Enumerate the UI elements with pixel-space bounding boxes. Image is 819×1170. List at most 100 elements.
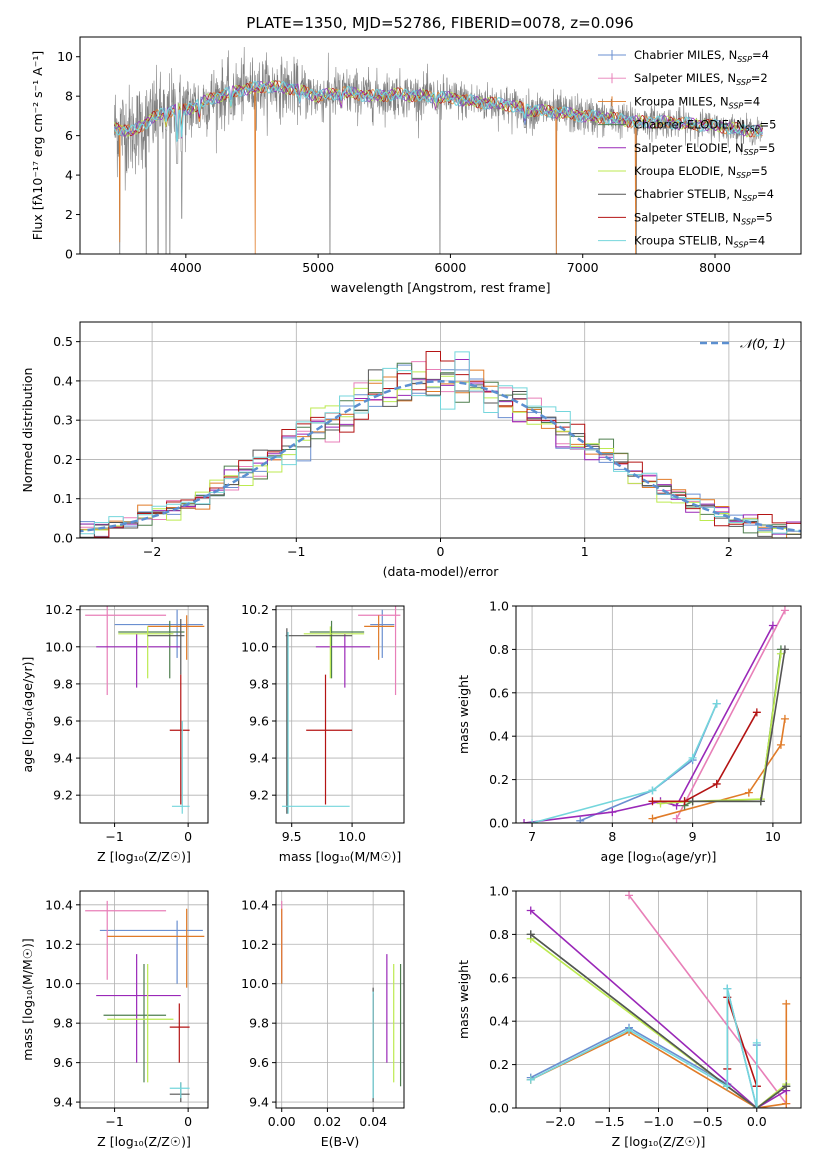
mass-weight-vs-Z-panel: −2.0 −1.5 −1.0 −0.5 0.0 0.0 0.2 0.4 0.6 0.8 1.0 Z […: [456, 884, 802, 1149]
series-point: [648, 786, 657, 795]
y-tick-label: 10.0: [241, 976, 269, 991]
x-tick-label: −1: [287, 544, 305, 559]
series-point: [520, 819, 529, 823]
mass-weight-series: [628, 894, 787, 1105]
x-tick-label: −1.5: [594, 1114, 624, 1129]
axes-frame: [515, 605, 802, 824]
mass-vs-Z-panel: −1 0 9.4 9.6 9.8 10.0 10.2 10.4 Z [log₁₀(Z/Z☉)] m…: [20, 890, 209, 1149]
series-point: [756, 797, 765, 806]
series-point: [776, 740, 785, 749]
y-tick-label: 0.2: [53, 452, 73, 467]
x-tick-label: 6000: [435, 260, 467, 275]
mass-weight-series: [684, 649, 782, 807]
legend-label: Salpeter ELODIE, NSSP=5: [634, 141, 775, 157]
y-tick-label: 9.6: [53, 713, 73, 728]
x-tick-label: 7: [528, 829, 536, 844]
legend-label: Salpeter MILES, NSSP=2: [634, 71, 768, 87]
plot-area: [282, 606, 401, 814]
x-axis-label: (data-model)/error: [383, 564, 500, 579]
x-tick-label: 0.04: [359, 1114, 387, 1129]
y-tick-label: 8: [65, 89, 73, 104]
series-point: [780, 714, 789, 723]
plot-area: [526, 891, 791, 1108]
y-tick-label: 10.4: [45, 897, 73, 912]
y-tick-label: 9.2: [53, 788, 73, 803]
mass-weight-series: [660, 653, 782, 805]
axes-frame: [79, 36, 802, 255]
y-tick-label: 0.4: [489, 729, 509, 744]
plot-area: [281, 900, 402, 1103]
y-axis-label: age [log₁₀(age/yr)]: [20, 657, 35, 773]
residual-histogram: [80, 351, 801, 538]
y-tick-label: 9.2: [249, 788, 269, 803]
series-point: [752, 1104, 761, 1108]
x-tick-label: 0.0: [747, 1114, 767, 1129]
x-tick-label: −2: [143, 544, 161, 559]
series-point: [672, 814, 681, 823]
x-axis-label: mass [log₁₀(M/M☉)]: [279, 849, 401, 864]
y-tick-label: 9.8: [53, 676, 73, 691]
y-tick-label: 0.0: [489, 816, 509, 831]
series-point: [648, 797, 657, 806]
y-tick-label: 10.2: [45, 602, 73, 617]
series-point: [723, 984, 732, 993]
mass-weight-series: [530, 933, 787, 1108]
y-tick-label: 9.6: [249, 1055, 269, 1070]
series-point: [526, 1075, 535, 1084]
y-tick-label: 10.0: [241, 639, 269, 654]
x-tick-label: 2: [725, 544, 733, 559]
series-point: [712, 779, 721, 788]
series-point: [528, 819, 537, 823]
model-spectrum: [114, 80, 763, 254]
series-point: [782, 1082, 791, 1091]
y-tick-label: 9.4: [53, 751, 73, 766]
model-spectrum: [114, 80, 763, 138]
x-tick-label: 5000: [302, 260, 334, 275]
spectrum-plot-area: [113, 46, 763, 254]
normal-curve: [80, 380, 801, 533]
y-tick-label: 9.6: [53, 1055, 73, 1070]
legend-label: Kroupa ELODIE, NSSP=5: [634, 164, 768, 180]
series-point: [752, 1038, 761, 1047]
plot-area: [85, 606, 205, 814]
series-point: [680, 797, 689, 806]
y-tick-label: 9.4: [249, 1095, 269, 1110]
y-tick-label: 2: [65, 207, 73, 222]
series-point: [688, 753, 697, 762]
mass-weight-series: [530, 1003, 788, 1108]
series-point: [625, 1025, 634, 1034]
x-tick-label: −1: [105, 829, 123, 844]
mass-weight-series: [530, 909, 787, 1108]
y-tick-label: 9.8: [249, 676, 269, 691]
y-tick-label: 9.4: [249, 751, 269, 766]
legend-label: Chabrier ELODIE, NSSP=5: [634, 118, 776, 134]
y-tick-label: 0.2: [489, 1057, 509, 1072]
series-point: [608, 808, 617, 817]
y-axis-label: mass weight: [456, 675, 471, 754]
y-tick-label: 10.2: [45, 937, 73, 952]
series-point: [723, 1082, 732, 1091]
legend-label: Kroupa STELIB, NSSP=4: [634, 234, 765, 250]
y-axis-label: Flux [fλ10⁻¹⁷ erg cm⁻² s⁻¹ A⁻¹]: [30, 51, 45, 240]
y-axis-label: Normed distribution: [20, 368, 35, 493]
spectrum-panel: 4000 5000 6000 7000 8000 0 2 4 6 8 10 wavelength [A…: [30, 36, 802, 295]
residual-histogram: [80, 351, 801, 538]
series-point: [712, 699, 721, 708]
mass-weight-series: [726, 997, 758, 1087]
residuals-panel: −2 −1 0 1 2 0.0 0.1 0.2 0.3 0.4 0.5 (data-model)/er…: [20, 321, 802, 579]
series-point: [782, 999, 791, 1008]
x-tick-label: 0: [184, 1114, 192, 1129]
y-tick-label: 1.0: [489, 884, 509, 899]
legend-label: Chabrier STELIB, NSSP=4: [634, 187, 774, 203]
series-point: [526, 930, 535, 939]
x-tick-label: −2.0: [545, 1114, 575, 1129]
legend-label: Salpeter STELIB, NSSP=5: [634, 210, 773, 226]
x-tick-label: 8000: [699, 260, 731, 275]
y-tick-label: 10.2: [241, 937, 269, 952]
y-tick-label: 0.8: [489, 642, 509, 657]
series-point: [780, 645, 789, 654]
y-tick-label: 9.8: [53, 1016, 73, 1031]
series-point: [752, 708, 761, 717]
axes-frame: [79, 605, 209, 824]
